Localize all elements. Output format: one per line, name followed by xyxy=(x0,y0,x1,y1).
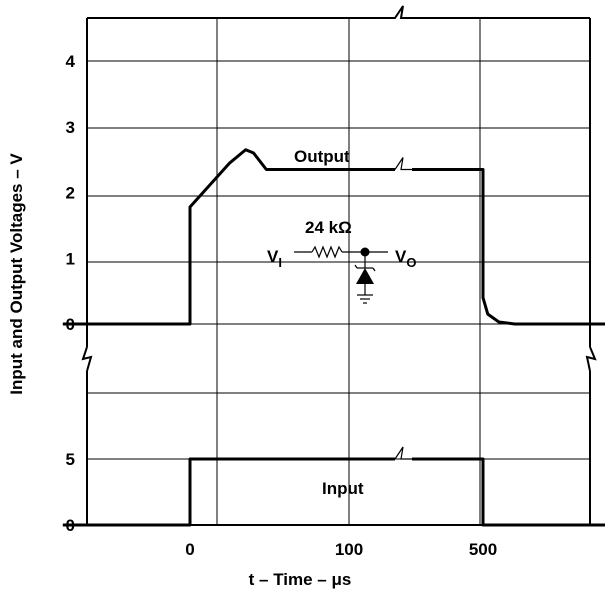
series-layer xyxy=(62,148,605,527)
resistor-label: 24 kΩ xyxy=(305,218,352,237)
series-line-output xyxy=(62,148,395,326)
resistor-symbol xyxy=(311,245,343,259)
zener-diode-icon xyxy=(356,268,374,284)
y-axis-break-right xyxy=(585,346,597,372)
y-tick-label: 1 xyxy=(66,249,75,268)
series-line-input xyxy=(62,457,395,527)
x-axis-title: t – Time – μs xyxy=(249,570,352,589)
y-tick-label: 5 xyxy=(66,450,75,469)
y-tick-label: 4 xyxy=(66,52,76,71)
series-break-mark xyxy=(394,157,412,171)
y-tick-label: 3 xyxy=(66,118,75,137)
vo-label: VO xyxy=(395,247,416,270)
x-tick-label: 500 xyxy=(469,540,497,559)
series-break-mark xyxy=(394,446,412,460)
grid-layer xyxy=(87,18,590,525)
x-axis-break-top xyxy=(365,5,412,19)
vi-label: VI xyxy=(267,247,282,270)
circuit-schematic: 24 kΩ VI VO xyxy=(267,218,416,304)
input-trace-label: Input xyxy=(322,479,364,498)
series-line-input xyxy=(412,457,605,527)
plot-frame xyxy=(81,5,597,526)
y-axis-break-left xyxy=(81,346,93,372)
series-line-output xyxy=(412,167,605,326)
zener-wing-right xyxy=(372,267,376,272)
x-tick-label: 0 xyxy=(185,540,194,559)
y-axis-title: Input and Output Voltages – V xyxy=(7,153,26,395)
y-tick-label: 2 xyxy=(66,184,75,203)
output-trace-label: Output xyxy=(294,147,350,166)
x-tick-label: 100 xyxy=(335,540,363,559)
zener-wing-left xyxy=(354,264,358,269)
